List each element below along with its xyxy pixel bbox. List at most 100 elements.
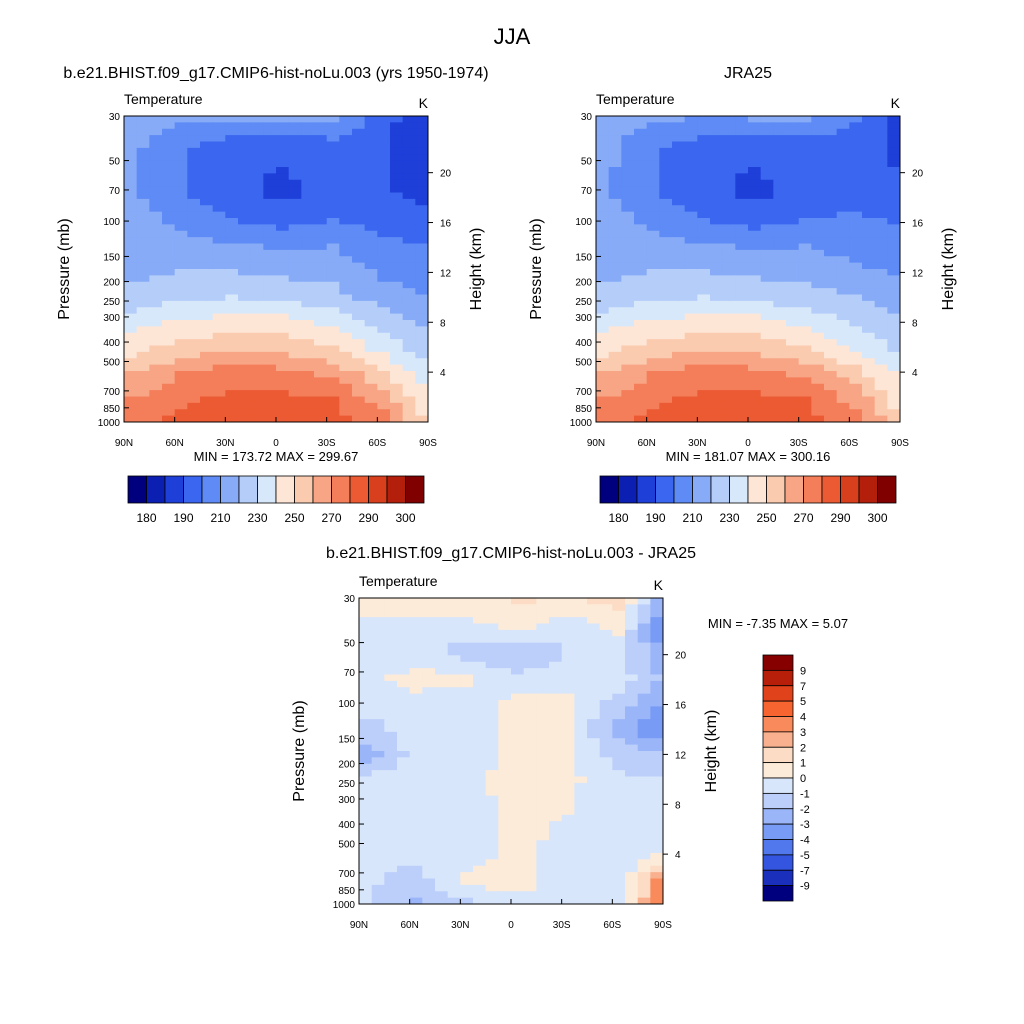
- contour-cell: [511, 661, 525, 669]
- contour-cell: [650, 802, 663, 809]
- contour-cell: [561, 808, 575, 816]
- contour-cell: [162, 300, 176, 308]
- contour-cell: [124, 332, 138, 340]
- contour-cell: [288, 179, 302, 187]
- contour-cell: [637, 757, 651, 765]
- contour-cell: [187, 288, 201, 296]
- contour-cell: [402, 345, 416, 353]
- contour-cell: [212, 288, 226, 296]
- contour-cell: [238, 313, 252, 321]
- contour-cell: [352, 339, 366, 347]
- contour-cell: [561, 833, 575, 841]
- y2-tick-label: 12: [912, 268, 924, 279]
- contour-cell: [596, 396, 610, 404]
- contour-cell: [849, 179, 863, 187]
- contour-cell: [634, 383, 648, 391]
- contour-cell: [225, 288, 239, 296]
- contour-cell: [212, 256, 226, 264]
- contour-cell: [646, 358, 660, 366]
- contour-cell: [798, 390, 812, 398]
- contour-cell: [874, 218, 888, 225]
- contour-cell: [599, 763, 613, 771]
- contour-cell: [811, 154, 825, 162]
- contour-cell: [212, 141, 226, 149]
- contour-cell: [637, 610, 651, 618]
- contour-cell: [326, 205, 340, 213]
- contour-cell: [339, 198, 353, 206]
- contour-cell: [511, 668, 525, 676]
- contour-cell: [397, 891, 411, 899]
- contour-cell: [874, 377, 888, 385]
- contour-cell: [587, 636, 601, 644]
- contour-cell: [634, 218, 648, 225]
- y2-tick-label: 4: [912, 368, 918, 379]
- contour-cell: [684, 154, 698, 162]
- contour-cell: [672, 281, 686, 289]
- contour-cell: [174, 358, 188, 366]
- contour-cell: [786, 128, 800, 136]
- contour-cell: [798, 135, 812, 143]
- contour-cell: [435, 833, 449, 841]
- contour-cell: [162, 256, 176, 264]
- contour-cell: [174, 269, 188, 276]
- contour-cell: [650, 636, 663, 644]
- contour-cell: [352, 269, 366, 276]
- contour-cell: [377, 300, 391, 308]
- contour-cell: [364, 390, 378, 398]
- contour-cell: [849, 256, 863, 264]
- contour-cell: [625, 617, 639, 625]
- contour-cell: [760, 332, 774, 340]
- contour-cell: [409, 808, 423, 816]
- contour-cell: [447, 827, 461, 835]
- contour-cell: [523, 693, 537, 701]
- contour-cell: [485, 623, 499, 631]
- contour-cell: [849, 249, 863, 257]
- contour-cell: [301, 167, 315, 174]
- contour-cell: [187, 243, 201, 251]
- contour-cell: [377, 390, 391, 398]
- contour-cell: [422, 878, 436, 886]
- contour-cell: [377, 332, 391, 340]
- contour-cell: [212, 351, 226, 359]
- contour-cell: [849, 371, 863, 378]
- contour-cell: [415, 218, 428, 225]
- contour-cell: [684, 167, 698, 174]
- units-label: K: [419, 95, 429, 111]
- contour-cell: [390, 364, 404, 372]
- colorbar-label: 190: [645, 511, 665, 525]
- contour-cell: [574, 661, 588, 669]
- contour-cell: [646, 320, 660, 327]
- contour-cell: [326, 211, 340, 219]
- contour-cell: [659, 160, 673, 168]
- contour-cell: [722, 383, 736, 391]
- contour-cell: [460, 674, 474, 682]
- contour-cell: [263, 211, 277, 219]
- contour-cell: [599, 636, 613, 644]
- contour-cell: [187, 122, 201, 130]
- contour-cell: [473, 789, 487, 797]
- contour-cell: [352, 224, 366, 232]
- contour-cell: [187, 198, 201, 206]
- contour-cell: [536, 757, 550, 765]
- contour-cell: [390, 409, 404, 417]
- contour-cell: [697, 371, 711, 378]
- contour-cell: [596, 173, 610, 181]
- contour-cell: [212, 313, 226, 321]
- colorbar-label: 230: [719, 511, 739, 525]
- contour-cell: [862, 147, 876, 155]
- contour-cell: [301, 307, 315, 315]
- contour-cell: [874, 135, 888, 143]
- contour-cell: [735, 243, 749, 251]
- contour-cell: [836, 122, 850, 130]
- contour-cell: [498, 738, 512, 746]
- contour-cell: [359, 674, 373, 682]
- contour-cell: [672, 122, 686, 130]
- contour-cell: [422, 598, 436, 605]
- contour-cell: [162, 237, 176, 245]
- x-tick-label: 0: [745, 438, 751, 449]
- contour-cell: [288, 160, 302, 168]
- contour-cell: [402, 364, 416, 372]
- contour-cell: [599, 617, 613, 625]
- contour-cell: [672, 415, 686, 422]
- contour-cell: [574, 853, 588, 860]
